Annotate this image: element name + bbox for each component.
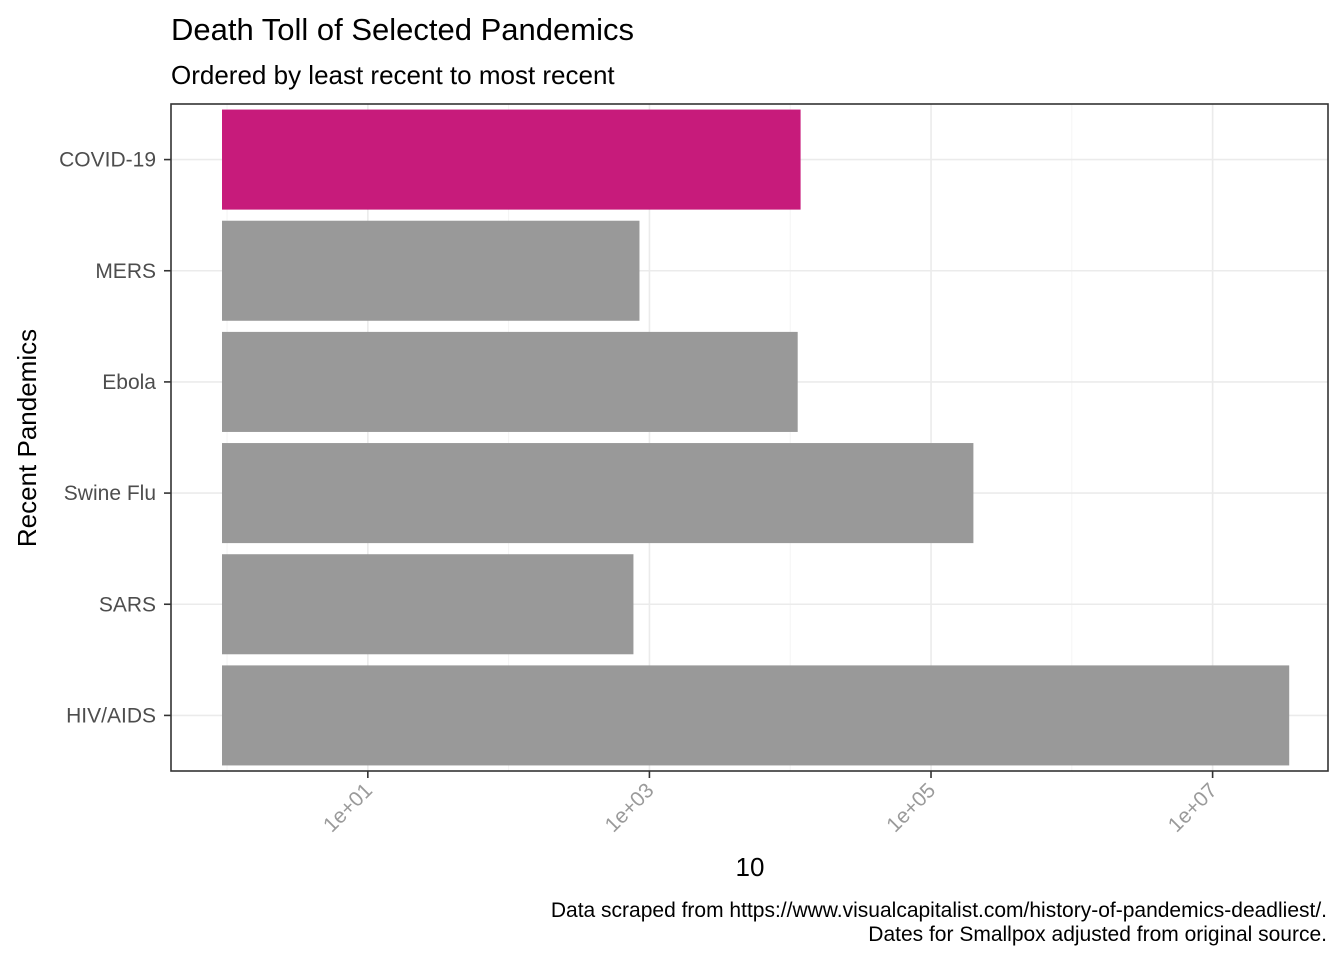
x-tick-label: 1e+07 [1164, 779, 1222, 837]
x-tick-label: 1e+03 [601, 779, 659, 837]
bars [222, 109, 1290, 766]
y-tick-label: Ebola [102, 371, 156, 394]
y-tick-label: Swine Flu [64, 482, 156, 505]
caption-line-2: Dates for Smallpox adjusted from origina… [868, 923, 1327, 946]
y-tick-label: HIV/AIDS [66, 704, 156, 727]
bar-sars [222, 554, 634, 655]
x-axis-title: 10 [736, 852, 765, 882]
y-tick-label: MERS [95, 260, 156, 283]
chart-title: Death Toll of Selected Pandemics [171, 12, 634, 47]
bar-swine-flu [222, 443, 974, 544]
chart-subtitle: Ordered by least recent to most recent [171, 60, 615, 90]
x-tick-label: 1e+01 [319, 779, 377, 837]
y-tick-label: COVID-19 [59, 149, 156, 172]
y-axis-title: Recent Pandemics [12, 329, 42, 547]
plot-panel-border [170, 103, 1329, 772]
bar-mers [222, 220, 640, 321]
x-tick-label: 1e+05 [882, 779, 940, 837]
bar-ebola [222, 331, 798, 432]
bar-hiv-aids [222, 665, 1290, 766]
bar-covid-19 [222, 109, 801, 210]
y-tick-label: SARS [99, 593, 156, 616]
caption-line-1: Data scraped from https://www.visualcapi… [551, 899, 1327, 922]
